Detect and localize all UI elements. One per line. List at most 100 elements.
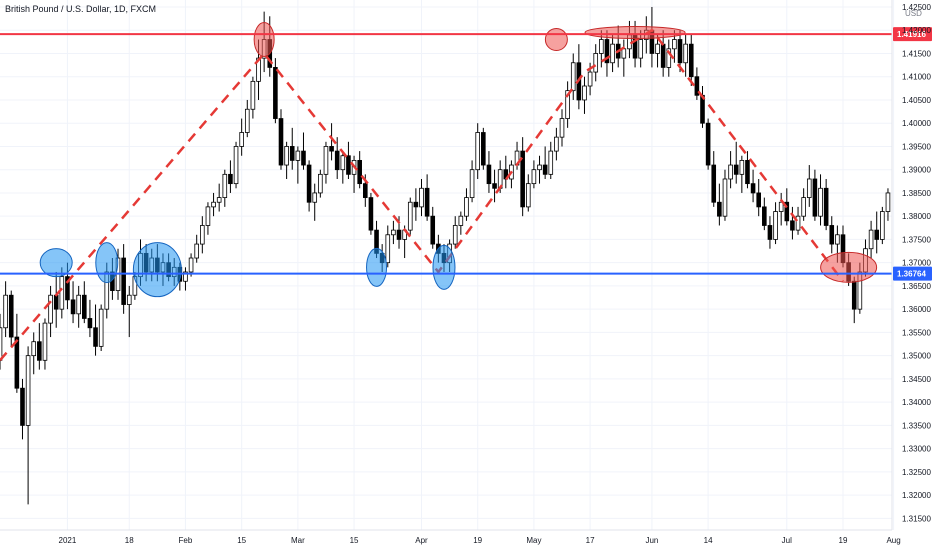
candle-body: [486, 164, 492, 185]
candle-body: [531, 169, 537, 185]
candle-body: [3, 294, 8, 329]
candle-body: [823, 187, 829, 226]
candle-body: [717, 201, 722, 217]
candle-body: [705, 122, 711, 166]
candle-body: [407, 201, 413, 231]
candle-body: [880, 211, 885, 240]
candle-body: [599, 39, 604, 54]
candle-body: [244, 108, 250, 133]
candle-body: [481, 132, 486, 166]
candle-body: [745, 159, 750, 185]
candle-body: [868, 229, 874, 250]
candle-body: [334, 150, 340, 171]
candle-body: [233, 146, 239, 185]
time-tick-label: 14: [704, 536, 713, 545]
candle-body: [8, 294, 14, 338]
candle-body: [301, 150, 306, 166]
candle-body: [469, 169, 475, 198]
level-price-label: 1.36764: [897, 270, 926, 279]
candle-body: [306, 164, 312, 203]
candle-body: [25, 355, 31, 426]
candle-body: [683, 43, 688, 64]
grid-lines: [0, 0, 895, 530]
candle-body: [430, 215, 436, 245]
candle-body: [216, 197, 222, 203]
candle-body: [762, 206, 767, 226]
candle-body: [582, 85, 587, 101]
price-tick-label: 1.35500: [902, 328, 931, 337]
candle-body: [329, 146, 334, 152]
candle-body: [728, 164, 733, 180]
candle-body: [790, 220, 795, 231]
price-tick-label: 1.40500: [902, 96, 931, 105]
time-tick-label: May: [526, 536, 541, 545]
candle-body: [278, 118, 284, 166]
candle-body: [289, 146, 295, 161]
candle-body: [14, 336, 20, 389]
time-tick-label: 2021: [59, 536, 77, 545]
candle-body: [385, 234, 391, 264]
resistance-touch-ellipse: [584, 26, 686, 40]
candle-body: [70, 299, 76, 315]
candle-body: [565, 90, 570, 119]
price-axis[interactable]: USD 1.42500 1.42000 1.41500 1.41000 1.40500 1…: [891, 0, 931, 530]
candle-body: [672, 39, 677, 50]
candle-body: [346, 155, 351, 175]
candle-body: [548, 150, 554, 175]
horizontal-levels: 1.41916 1.36764: [0, 27, 932, 281]
candle-body: [829, 225, 835, 245]
price-tick-label: 1.36000: [902, 305, 931, 314]
candle-body: [851, 280, 857, 310]
candle-body: [87, 318, 93, 329]
candle-body: [520, 150, 525, 208]
currency-label: USD: [905, 9, 922, 18]
price-tick-label: 1.38000: [902, 212, 931, 221]
candle-body: [222, 173, 228, 198]
candle-body: [801, 197, 806, 217]
resistance-touch-ellipse: [544, 28, 568, 52]
annotations: [0, 22, 878, 362]
candle-body: [818, 187, 823, 217]
candle-body: [554, 136, 559, 152]
price-tick-label: 1.34000: [902, 398, 931, 407]
candle-body: [391, 229, 396, 236]
candle-body: [340, 155, 346, 171]
price-tick-label: 1.42000: [902, 26, 931, 35]
price-tick-label: 1.40000: [902, 119, 931, 128]
level-price-tag: [893, 266, 932, 281]
candle-body: [295, 150, 301, 161]
candle-body: [621, 48, 627, 59]
candle-body: [53, 294, 59, 310]
price-tick-label: 1.31500: [902, 514, 931, 523]
price-tick-label: 1.36500: [902, 282, 931, 291]
price-tick-label: 1.32000: [902, 491, 931, 500]
price-tick-label: 1.35000: [902, 352, 931, 361]
candle-body: [188, 257, 194, 273]
candle-body: [756, 192, 761, 208]
candle-body: [76, 294, 81, 315]
candle-body: [284, 146, 289, 166]
time-axis[interactable]: 2021 18 Feb 15 Mar 15 Apr 19 May 17 Jun 14 Jul 19 Aug: [0, 529, 901, 545]
candle-body: [362, 183, 368, 198]
candle-body: [722, 178, 728, 217]
chart-title: British Pound / U.S. Dollar, 1D, FXCM: [5, 4, 157, 14]
candle-body: [194, 243, 200, 259]
candle-body: [795, 215, 801, 231]
trend-zigzag-line: [0, 28, 844, 362]
candle-body: [0, 327, 3, 361]
candle-body: [357, 159, 362, 185]
price-tick-label: 1.32500: [902, 468, 931, 477]
candle-body: [239, 132, 244, 147]
candle-body: [98, 308, 104, 347]
candle-body: [739, 159, 745, 175]
candle-body: [419, 187, 424, 208]
candle-body: [452, 225, 458, 245]
candle-body: [604, 39, 610, 64]
candle-body: [559, 118, 565, 138]
candle-body: [812, 178, 818, 217]
candle-body: [413, 201, 419, 208]
time-tick-label: 18: [125, 536, 134, 545]
candle-body: [784, 201, 790, 222]
